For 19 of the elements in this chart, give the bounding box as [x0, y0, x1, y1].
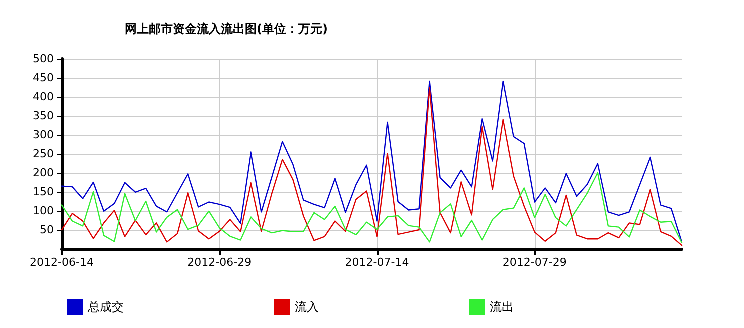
line-series — [61, 172, 683, 244]
y-tick-label: 150 — [33, 186, 54, 198]
legend-label: 总成交 — [87, 300, 124, 314]
x-tick-label: 2012-07-29 — [502, 256, 567, 269]
y-tick-label: 500 — [33, 52, 54, 66]
y-tick-label: 450 — [33, 72, 54, 84]
chart-title: 网上邮市资金流入流出图(单位：万元) — [125, 22, 328, 36]
x-tick-label: 2012-07-14 — [345, 256, 410, 269]
y-tick-label: 300 — [33, 128, 54, 142]
x-tick-label: 2012-06-29 — [188, 256, 252, 269]
legend-label: 流入 — [295, 300, 319, 314]
y-tick-label: 50 — [40, 224, 54, 236]
x-tick-label: 2012-06-14 — [30, 256, 94, 269]
y-tick-label: 250 — [33, 148, 54, 160]
legend-label: 流出 — [490, 300, 514, 314]
y-tick-label: 400 — [33, 90, 54, 104]
y-tick-label: 350 — [33, 110, 54, 122]
y-tick-label: 200 — [33, 166, 54, 180]
y-tick-label: 100 — [33, 204, 54, 218]
